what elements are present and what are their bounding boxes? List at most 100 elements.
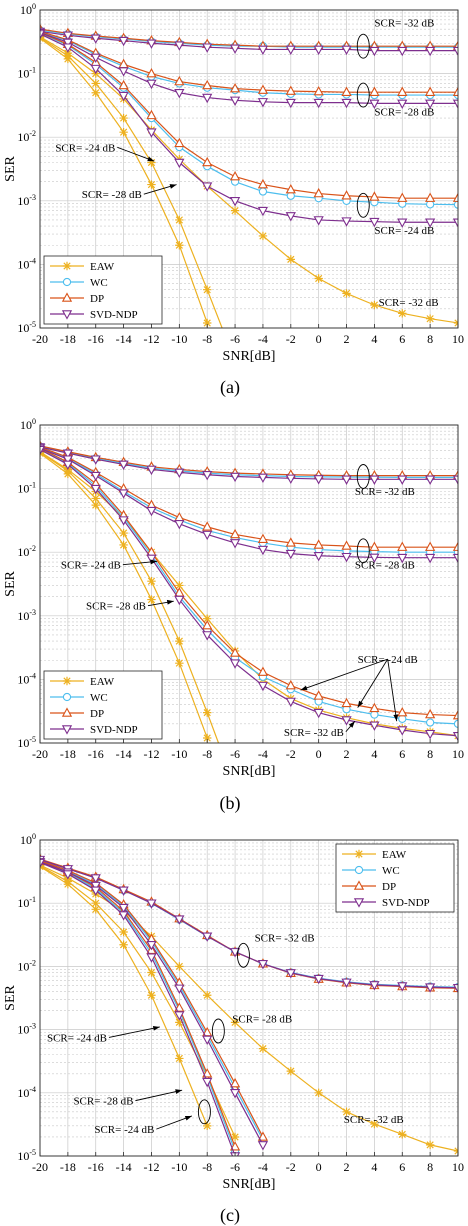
x-tick-label: 0 bbox=[316, 1160, 322, 1174]
point-dp bbox=[341, 190, 352, 200]
point-svd-ndp bbox=[425, 218, 436, 228]
point-svd-ndp bbox=[397, 475, 408, 485]
caption-b: (b) bbox=[220, 793, 241, 814]
point-eaw bbox=[398, 309, 407, 318]
point-svd-ndp bbox=[146, 554, 157, 565]
point-svd-ndp bbox=[257, 545, 269, 556]
point-svd-ndp bbox=[397, 46, 408, 57]
point-dp bbox=[397, 707, 408, 717]
legend-label-svd-ndp: SVD-NDP bbox=[90, 309, 138, 321]
x-tick-label: -10 bbox=[171, 747, 187, 761]
annotation-label: SCR= -32 dB bbox=[379, 297, 439, 309]
y-tick-label: 10-2 bbox=[17, 958, 36, 973]
point-eaw bbox=[147, 180, 156, 189]
point-svd-ndp bbox=[425, 983, 436, 993]
point-eaw bbox=[258, 1044, 268, 1053]
point-svd-ndp bbox=[118, 516, 129, 526]
point-svd-ndp bbox=[118, 489, 129, 499]
point-dp bbox=[202, 156, 213, 167]
point-eaw bbox=[91, 494, 100, 503]
point-svd-ndp bbox=[174, 984, 185, 994]
x-tick-label: -4 bbox=[258, 747, 268, 761]
legend-marker-eaw bbox=[354, 849, 364, 859]
x-tick-label: -8 bbox=[202, 332, 212, 346]
annotation-ellipse bbox=[356, 192, 370, 218]
point-dp bbox=[452, 192, 458, 202]
series-line-dp scr-24dB bbox=[40, 32, 458, 199]
point-svd-ndp bbox=[202, 932, 213, 942]
x-tick-label: 4 bbox=[371, 1160, 377, 1174]
series-line-wc scr-28dB bbox=[40, 31, 458, 96]
point-eaw bbox=[230, 1018, 240, 1027]
point-svd-ndp bbox=[62, 455, 73, 465]
point-dp bbox=[257, 1131, 269, 1141]
point-svd-ndp bbox=[146, 128, 157, 138]
point-svd-ndp bbox=[425, 553, 436, 564]
point-svd-ndp bbox=[174, 1011, 185, 1021]
point-svd-ndp bbox=[229, 659, 241, 669]
point-svd-ndp bbox=[146, 79, 157, 90]
point-svd-ndp bbox=[257, 206, 269, 217]
annotation-label: SCR= -28 dB bbox=[355, 560, 415, 572]
point-dp bbox=[174, 137, 185, 148]
point-svd-ndp bbox=[229, 539, 241, 549]
point-svd-ndp bbox=[313, 475, 324, 485]
point-svd-ndp bbox=[174, 468, 185, 479]
legend-marker-svd-ndp bbox=[61, 725, 73, 735]
point-svd-ndp bbox=[257, 960, 269, 970]
point-dp bbox=[369, 191, 380, 201]
plot-frame bbox=[39, 839, 459, 1157]
point-eaw bbox=[147, 595, 156, 604]
legend-marker-svd-ndp bbox=[353, 898, 365, 908]
legend-label-svd-ndp: SVD-NDP bbox=[90, 724, 138, 736]
point-svd-ndp bbox=[313, 974, 324, 985]
series-line-svd-ndp scr-28dB bbox=[40, 32, 458, 104]
point-eaw bbox=[230, 1132, 240, 1142]
legend-label-dp: DP bbox=[90, 708, 104, 720]
series-line-wc scr-32dB bbox=[40, 445, 458, 479]
annotation-label: SCR= -24 dB bbox=[374, 225, 434, 237]
point-svd-ndp bbox=[229, 44, 241, 54]
point-svd-ndp bbox=[174, 595, 185, 606]
point-svd-ndp bbox=[369, 99, 380, 110]
point-eaw bbox=[314, 1088, 323, 1097]
annotation-ellipse bbox=[236, 942, 250, 968]
point-dp bbox=[341, 697, 352, 708]
x-tick-label: -6 bbox=[230, 332, 240, 346]
legend-marker-wc bbox=[354, 865, 364, 875]
point-eaw bbox=[314, 274, 323, 283]
series-line-dp scr-32dB bbox=[40, 28, 458, 47]
point-svd-ndp bbox=[146, 899, 157, 909]
point-svd-ndp bbox=[229, 96, 241, 106]
x-tick-label: -12 bbox=[143, 332, 159, 346]
point-eaw bbox=[286, 1066, 295, 1076]
x-tick-label: -14 bbox=[116, 1160, 132, 1174]
point-eaw bbox=[147, 576, 156, 586]
point-svd-ndp bbox=[313, 216, 324, 226]
series-line-eaw scr-28dB bbox=[40, 36, 223, 328]
annotation-arrowhead bbox=[166, 599, 174, 605]
annotation-arrowhead bbox=[357, 700, 364, 708]
point-svd-ndp bbox=[202, 631, 213, 641]
y-tick-label: 10-5 bbox=[17, 320, 36, 335]
point-svd-ndp bbox=[341, 45, 352, 56]
x-tick-label: 10 bbox=[452, 747, 464, 761]
y-tick-label: 10-4 bbox=[17, 256, 36, 271]
annotation-arrowhead bbox=[150, 559, 158, 565]
point-svd-ndp bbox=[285, 212, 296, 222]
x-tick-label: 6 bbox=[399, 747, 405, 761]
point-svd-ndp bbox=[174, 158, 185, 169]
point-svd-ndp bbox=[285, 474, 296, 484]
point-eaw bbox=[91, 500, 100, 510]
point-eaw bbox=[91, 88, 100, 97]
x-tick-label: -10 bbox=[171, 1160, 187, 1174]
y-tick-label: 10-3 bbox=[17, 1022, 36, 1037]
x-axis-label: SNR[dB] bbox=[223, 349, 276, 364]
annotation-label: SCR= -32 dB bbox=[284, 727, 344, 739]
point-dp bbox=[229, 170, 241, 181]
annotations: SCR= -32 dB SCR= -28 dB SCR= -24 dB SCR= -2… bbox=[61, 464, 418, 739]
y-tick-label: 100 bbox=[20, 832, 36, 847]
legend-label-eaw: EAW bbox=[90, 261, 115, 273]
point-svd-ndp bbox=[40, 445, 46, 456]
series-line-svd-ndp scr-28dB bbox=[40, 447, 458, 559]
